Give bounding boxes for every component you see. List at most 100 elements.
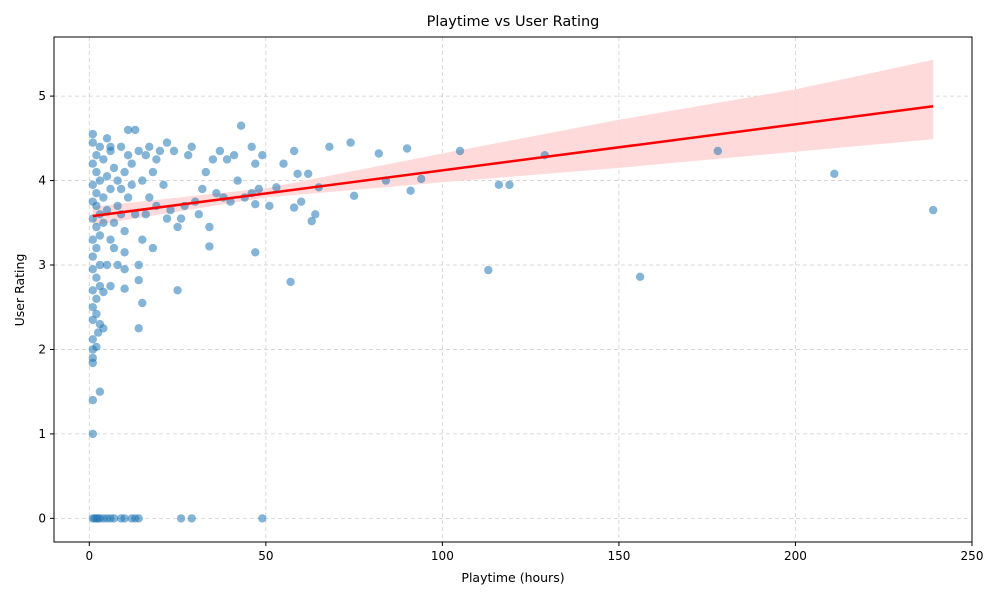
data-point-36 (92, 273, 101, 282)
y-tick-label-1: 1 (38, 427, 46, 441)
data-point-78 (127, 159, 136, 168)
data-point-43 (95, 231, 105, 240)
data-point-44 (92, 222, 101, 232)
data-point-84 (131, 210, 140, 219)
data-point-102 (152, 155, 161, 164)
data-point-158 (417, 174, 426, 184)
data-point-146 (297, 197, 306, 206)
data-point-159 (455, 146, 465, 156)
data-point-35 (106, 281, 115, 291)
data-point-29 (88, 315, 98, 325)
data-point-156 (402, 144, 412, 153)
data-point-107 (162, 138, 172, 147)
data-point-57 (92, 167, 101, 177)
data-point-37 (88, 265, 98, 274)
data-point-85 (134, 146, 143, 156)
data-point-154 (374, 149, 383, 158)
data-point-94 (138, 235, 147, 244)
data-point-90 (134, 260, 143, 270)
data-point-66 (88, 129, 98, 139)
regression-line (92, 105, 934, 218)
data-point-128 (229, 151, 239, 160)
data-point-126 (222, 155, 232, 164)
data-point-77 (123, 193, 133, 202)
data-point-147 (304, 169, 313, 178)
data-point-21 (88, 353, 98, 363)
data-point-165 (713, 146, 722, 156)
data-point-112 (176, 214, 186, 223)
data-point-70 (116, 184, 126, 194)
data-point-76 (120, 227, 129, 236)
data-point-71 (120, 167, 129, 177)
data-point-144 (289, 203, 299, 212)
data-point-135 (251, 200, 260, 209)
data-point-164 (635, 272, 645, 281)
data-point-137 (254, 184, 263, 194)
data-point-91 (134, 276, 143, 285)
data-point-79 (109, 243, 119, 253)
data-point-63 (95, 142, 105, 151)
data-point-14 (176, 514, 186, 523)
data-point-38 (95, 260, 105, 270)
data-point-103 (155, 146, 165, 156)
data-point-121 (205, 222, 214, 232)
data-point-48 (102, 205, 112, 215)
data-point-100 (148, 243, 158, 253)
data-point-153 (349, 191, 359, 200)
data-point-111 (173, 222, 182, 232)
confidence-band (92, 59, 934, 226)
data-point-52 (92, 189, 101, 198)
data-point-93 (134, 324, 143, 333)
chart-title: Playtime vs User Rating (427, 14, 600, 30)
data-point-17 (88, 429, 98, 439)
data-point-89 (120, 265, 129, 274)
data-point-73 (106, 142, 115, 151)
y-tick-label-4: 4 (38, 174, 46, 188)
data-point-80 (113, 260, 122, 270)
x-axis-label: Playtime (hours) (461, 570, 564, 585)
data-point-109 (169, 146, 179, 156)
data-point-130 (236, 121, 246, 130)
data-point-92 (138, 298, 147, 308)
data-point-108 (166, 205, 175, 215)
x-tick-label-3: 150 (607, 549, 630, 563)
data-point-68 (109, 218, 119, 227)
data-point-74 (113, 176, 122, 185)
scatter-points (88, 121, 938, 523)
x-axis-ticks: 0 50 100 150 200 250 (85, 542, 983, 563)
data-point-50 (88, 197, 98, 206)
y-axis-ticks: 0 1 2 3 4 5 (38, 89, 54, 525)
data-point-30 (88, 303, 98, 312)
y-tick-label-0: 0 (38, 511, 46, 525)
data-point-83 (127, 180, 136, 189)
data-point-27 (95, 319, 105, 329)
data-point-97 (138, 176, 147, 185)
x-tick-label-0: 0 (85, 549, 93, 563)
x-tick-label-5: 250 (961, 549, 984, 563)
data-point-56 (102, 172, 112, 181)
data-point-105 (159, 180, 168, 189)
data-point-55 (95, 176, 105, 185)
data-point-69 (113, 201, 122, 211)
data-point-115 (187, 142, 196, 151)
data-point-13 (134, 514, 143, 523)
data-point-53 (106, 184, 115, 194)
data-point-51 (99, 193, 108, 202)
data-point-166 (830, 169, 839, 178)
data-point-123 (212, 189, 221, 198)
data-point-23 (92, 342, 101, 352)
data-point-16 (258, 514, 267, 523)
data-point-145 (293, 169, 302, 178)
data-point-61 (92, 151, 101, 160)
data-point-120 (205, 242, 214, 251)
data-point-67 (106, 235, 115, 244)
data-point-157 (406, 186, 415, 195)
data-point-114 (184, 151, 193, 160)
data-point-15 (187, 514, 196, 523)
data-point-59 (88, 159, 98, 168)
data-point-60 (99, 155, 108, 164)
data-point-162 (505, 180, 514, 189)
data-point-167 (929, 205, 938, 215)
data-point-45 (99, 218, 108, 227)
data-point-119 (201, 167, 210, 177)
